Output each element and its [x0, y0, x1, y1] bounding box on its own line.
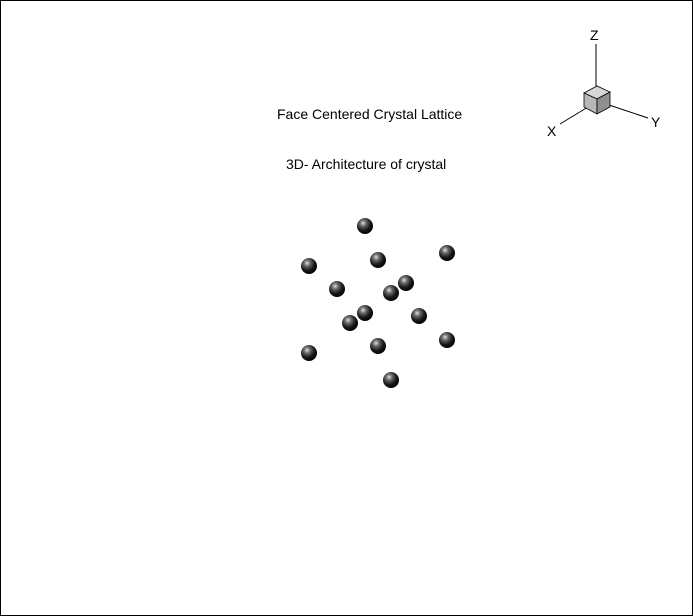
- atom: [398, 275, 414, 291]
- atom: [411, 308, 427, 324]
- atom: [370, 338, 386, 354]
- atom: [301, 258, 317, 274]
- orientation-axes: Z Y X: [547, 27, 661, 139]
- plot-title: Face Centered Crystal Lattice: [277, 106, 463, 122]
- orientation-cube: [583, 85, 611, 115]
- atom: [357, 218, 373, 234]
- y-axis-label: Y: [651, 114, 661, 130]
- x-axis-label: X: [547, 123, 557, 139]
- lattice-atoms: [301, 218, 455, 388]
- atom: [301, 345, 317, 361]
- atom: [357, 305, 373, 321]
- x-axis-line: [559, 106, 589, 125]
- atom: [439, 245, 455, 261]
- atom: [329, 281, 345, 297]
- atom: [370, 252, 386, 268]
- y-axis-line: [605, 103, 649, 119]
- atom: [439, 332, 455, 348]
- z-axis-label: Z: [590, 27, 599, 43]
- atom: [342, 315, 358, 331]
- plot-subtitle: 3D- Architecture of crystal: [286, 156, 447, 172]
- atom: [383, 285, 399, 301]
- atom: [383, 372, 399, 388]
